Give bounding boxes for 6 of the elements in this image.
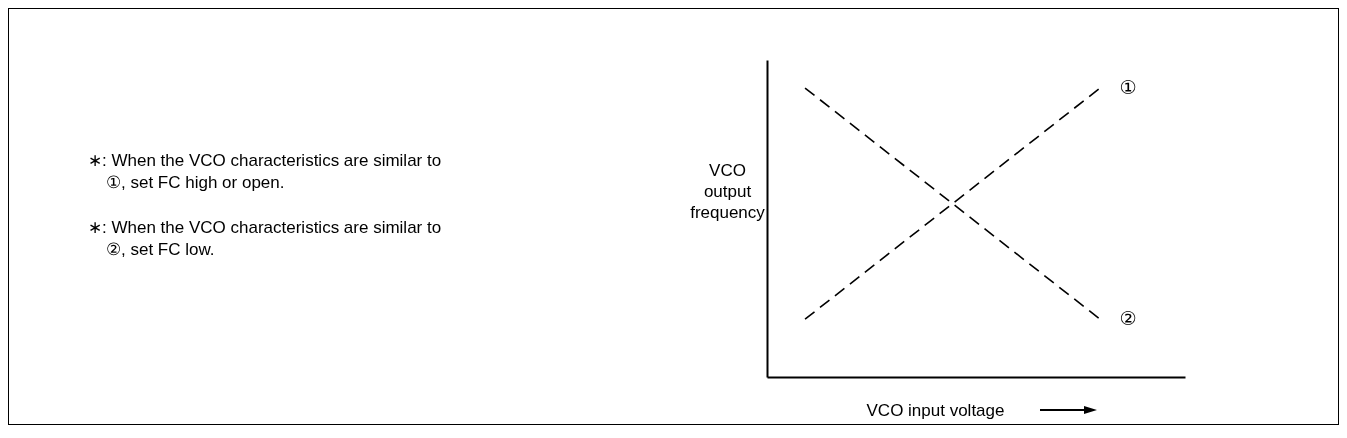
- series-label: ①: [1119, 76, 1137, 99]
- text: ∗: When the VCO characteristics are similar to ①, set FC high or open.: [88, 150, 443, 194]
- x-axis-title: VCO input voltage: [866, 400, 1005, 420]
- text: ∗: When the VCO characteristics are similar to ②, set FC low.: [88, 217, 443, 261]
- series-label: ②: [1119, 307, 1137, 330]
- y-axis-title: VCO output frequency: [690, 160, 766, 222]
